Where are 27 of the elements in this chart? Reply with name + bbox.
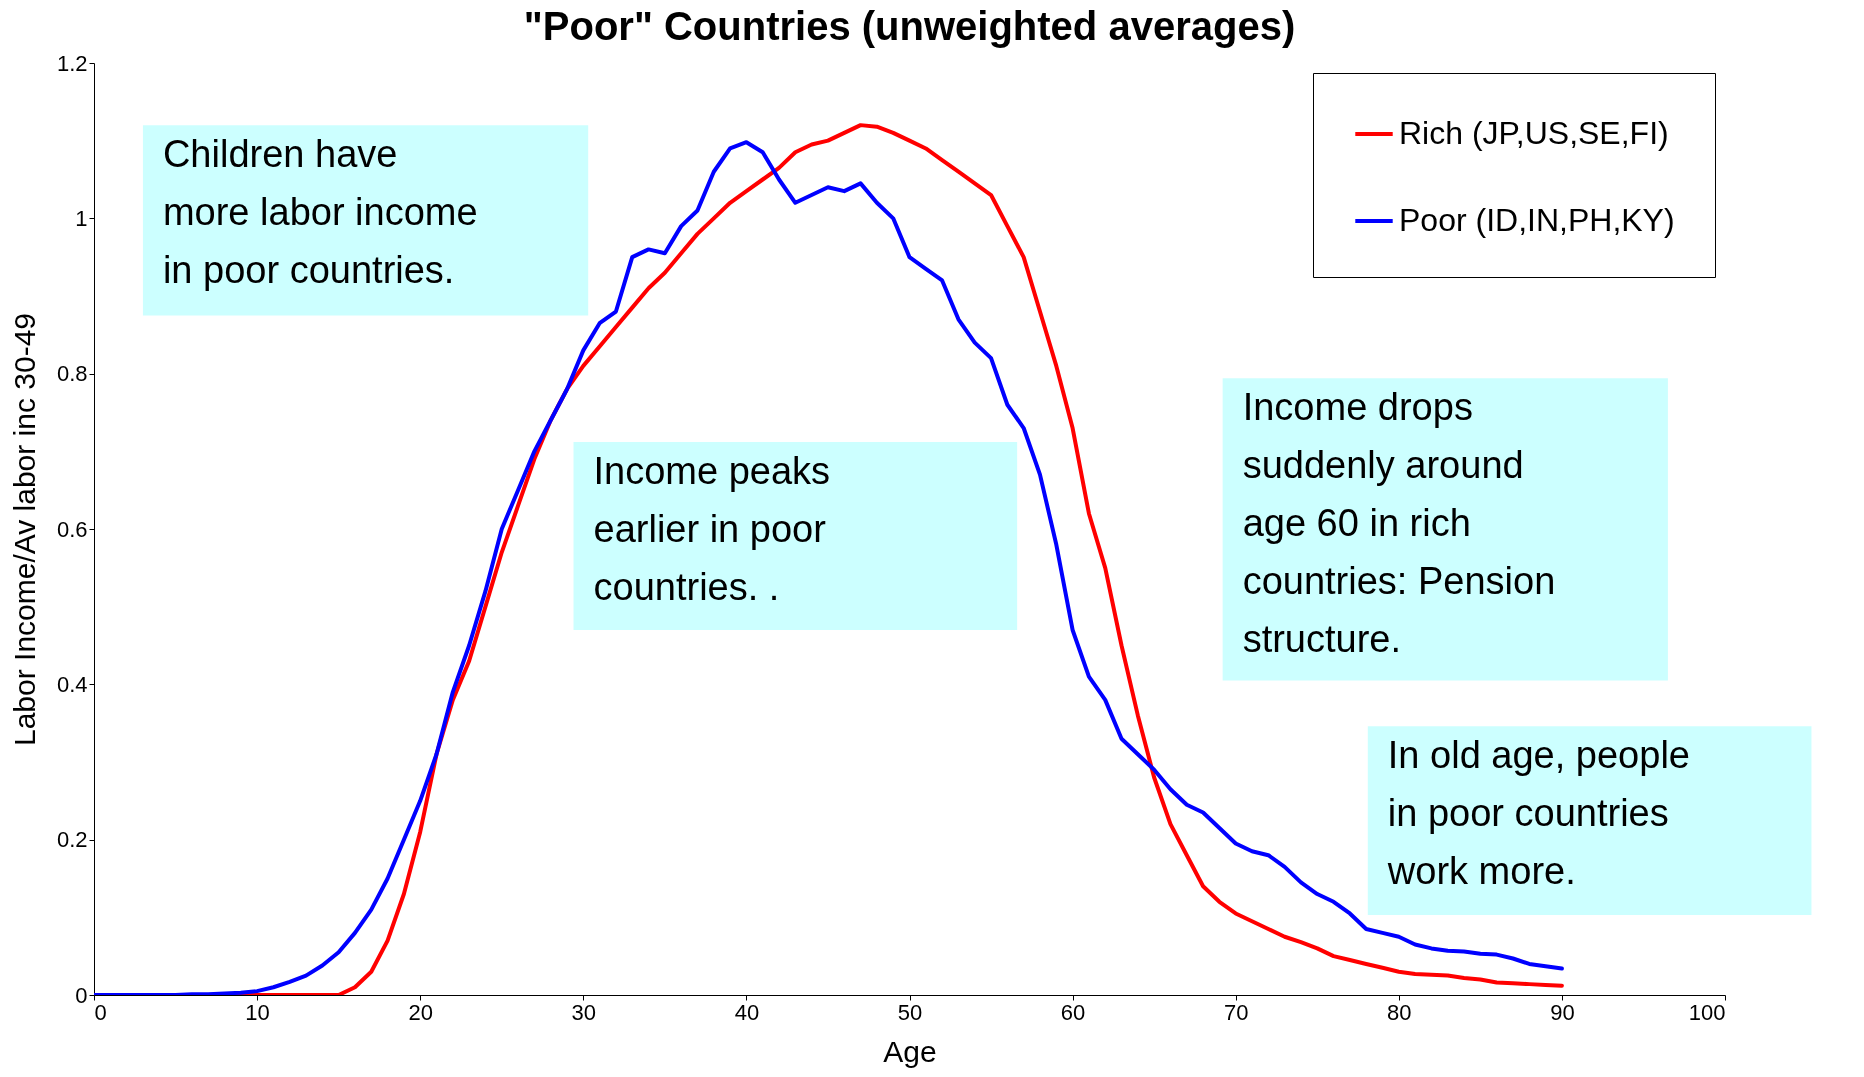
x-tick-label: 40 — [734, 999, 760, 1025]
y-tick-label: 0.6 — [56, 516, 88, 542]
x-tick-label: 0 — [94, 999, 107, 1025]
x-tick-label: 100 — [1688, 999, 1726, 1025]
annotation: Income peaks earlier in poor countries. . — [593, 450, 831, 609]
annotation: In old age, people in poor countries work more. — [1386, 734, 1690, 893]
x-tick-label: 70 — [1223, 999, 1249, 1025]
chart-title: "Poor" Countries (unweighted averages) — [523, 4, 1296, 48]
y-axis-title: Labor Income/Av labor inc 30-49 — [7, 312, 41, 747]
y-tick-label: 0.8 — [56, 361, 88, 387]
x-tick-label: 90 — [1550, 999, 1575, 1025]
x-axis-title: Age — [883, 1034, 937, 1068]
x-tick-label: 20 — [408, 999, 433, 1025]
y-tick-label: 1.2 — [56, 50, 88, 76]
legend-label: Rich (JP,US,SE,FI) — [1399, 115, 1669, 151]
annotation: Income drops suddenly around age 60 in rich countries: Pension structure. — [1242, 386, 1556, 661]
y-tick-label: 0 — [75, 982, 88, 1008]
annotation: Children have more labor income in poor countries. — [162, 133, 478, 292]
x-tick-label: 80 — [1387, 999, 1412, 1025]
y-tick-label: 1 — [75, 205, 88, 231]
x-tick-label: 30 — [571, 999, 597, 1025]
x-tick-label: 50 — [897, 999, 923, 1025]
x-tick-label: 60 — [1060, 999, 1086, 1025]
legend-label: Poor (ID,IN,PH,KY) — [1399, 202, 1675, 238]
y-tick-label: 0.2 — [56, 827, 88, 853]
x-tick-label: 10 — [245, 999, 270, 1025]
y-tick-label: 0.4 — [56, 671, 88, 697]
